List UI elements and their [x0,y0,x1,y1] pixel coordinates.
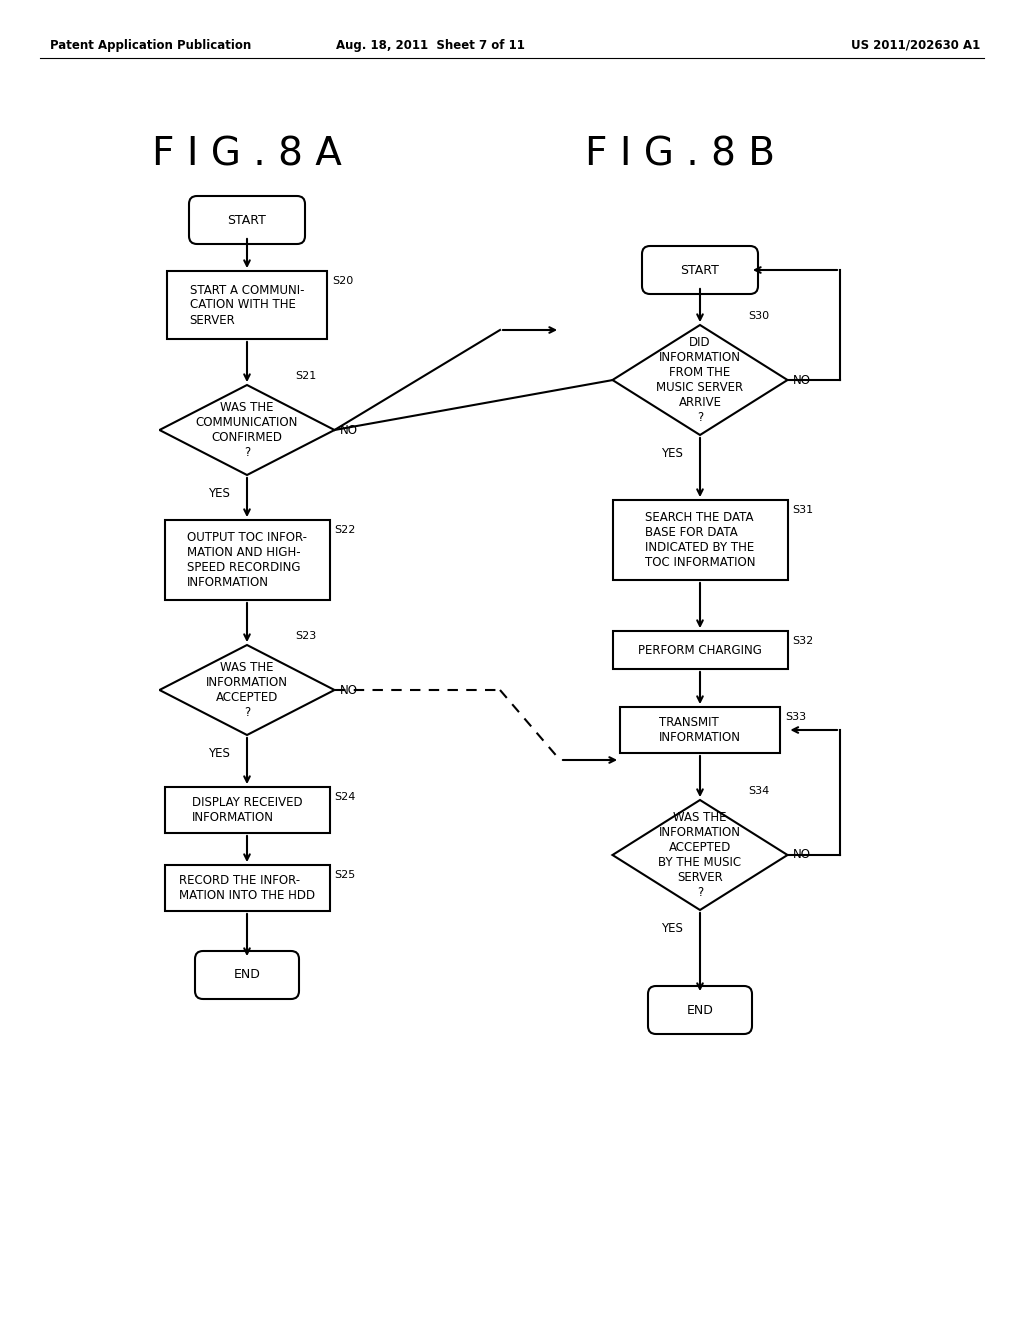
Text: WAS THE
INFORMATION
ACCEPTED
?: WAS THE INFORMATION ACCEPTED ? [206,661,288,719]
Text: S20: S20 [332,276,353,286]
Text: S25: S25 [335,870,355,880]
Text: NO: NO [793,374,811,387]
Text: Patent Application Publication: Patent Application Publication [50,38,251,51]
Text: YES: YES [662,921,683,935]
Polygon shape [160,645,335,735]
Bar [167,271,327,339]
Text: S22: S22 [335,525,356,535]
Text: YES: YES [208,487,230,500]
Text: F I G . 8 B: F I G . 8 B [585,136,775,174]
Bar [165,865,330,911]
Text: Aug. 18, 2011  Sheet 7 of 11: Aug. 18, 2011 Sheet 7 of 11 [336,38,524,51]
Bar [612,631,787,669]
Text: S24: S24 [335,792,356,803]
Text: WAS THE
INFORMATION
ACCEPTED
BY THE MUSIC
SERVER
?: WAS THE INFORMATION ACCEPTED BY THE MUSI… [658,810,741,899]
Bar [612,500,787,579]
Text: S31: S31 [793,506,814,515]
Bar [165,520,330,601]
Text: RECORD THE INFOR-
MATION INTO THE HDD: RECORD THE INFOR- MATION INTO THE HDD [179,874,315,902]
Text: S23: S23 [295,631,316,642]
Text: SEARCH THE DATA
BASE FOR DATA
INDICATED BY THE
TOC INFORMATION: SEARCH THE DATA BASE FOR DATA INDICATED … [645,511,756,569]
Text: WAS THE
COMMUNICATION
CONFIRMED
?: WAS THE COMMUNICATION CONFIRMED ? [196,401,298,459]
Text: US 2011/202630 A1: US 2011/202630 A1 [851,38,980,51]
Text: YES: YES [208,747,230,760]
Text: S30: S30 [749,312,769,321]
Text: START: START [227,214,266,227]
Text: TRANSMIT
INFORMATION: TRANSMIT INFORMATION [659,715,741,744]
Text: S32: S32 [793,636,814,645]
Text: END: END [686,1003,714,1016]
Text: DISPLAY RECEIVED
INFORMATION: DISPLAY RECEIVED INFORMATION [191,796,302,824]
Text: DID
INFORMATION
FROM THE
MUSIC SERVER
ARRIVE
?: DID INFORMATION FROM THE MUSIC SERVER AR… [656,337,743,424]
Text: OUTPUT TOC INFOR-
MATION AND HIGH-
SPEED RECORDING
INFORMATION: OUTPUT TOC INFOR- MATION AND HIGH- SPEED… [187,531,307,589]
Text: S33: S33 [785,711,806,722]
FancyBboxPatch shape [195,950,299,999]
FancyBboxPatch shape [648,986,752,1034]
Text: F I G . 8 A: F I G . 8 A [152,136,342,174]
Text: NO: NO [340,684,357,697]
FancyBboxPatch shape [189,195,305,244]
Text: YES: YES [662,447,683,459]
FancyBboxPatch shape [642,246,758,294]
Text: NO: NO [340,424,357,437]
Bar [620,708,780,752]
Text: PERFORM CHARGING: PERFORM CHARGING [638,644,762,656]
Text: S21: S21 [295,371,316,381]
Text: START A COMMUNI-
CATION WITH THE
SERVER: START A COMMUNI- CATION WITH THE SERVER [189,284,304,326]
Polygon shape [612,325,787,436]
Text: END: END [233,969,260,982]
Text: START: START [681,264,720,276]
Text: NO: NO [793,849,811,862]
Polygon shape [160,385,335,475]
Text: S34: S34 [749,785,769,796]
Bar [165,787,330,833]
Polygon shape [612,800,787,909]
